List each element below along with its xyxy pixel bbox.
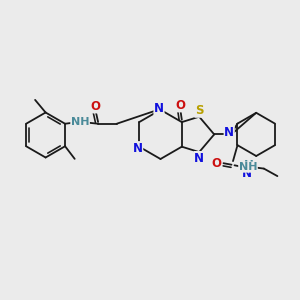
Text: NH: NH <box>71 117 89 127</box>
Text: N: N <box>224 125 234 139</box>
Text: N: N <box>133 142 143 155</box>
Text: N: N <box>194 152 204 165</box>
Text: O: O <box>175 99 185 112</box>
Text: H: H <box>244 159 254 172</box>
Text: N: N <box>154 102 164 115</box>
Text: O: O <box>91 100 101 113</box>
Text: NH: NH <box>239 162 257 172</box>
Text: N: N <box>242 167 251 180</box>
Text: S: S <box>195 104 203 117</box>
Text: O: O <box>212 157 222 170</box>
